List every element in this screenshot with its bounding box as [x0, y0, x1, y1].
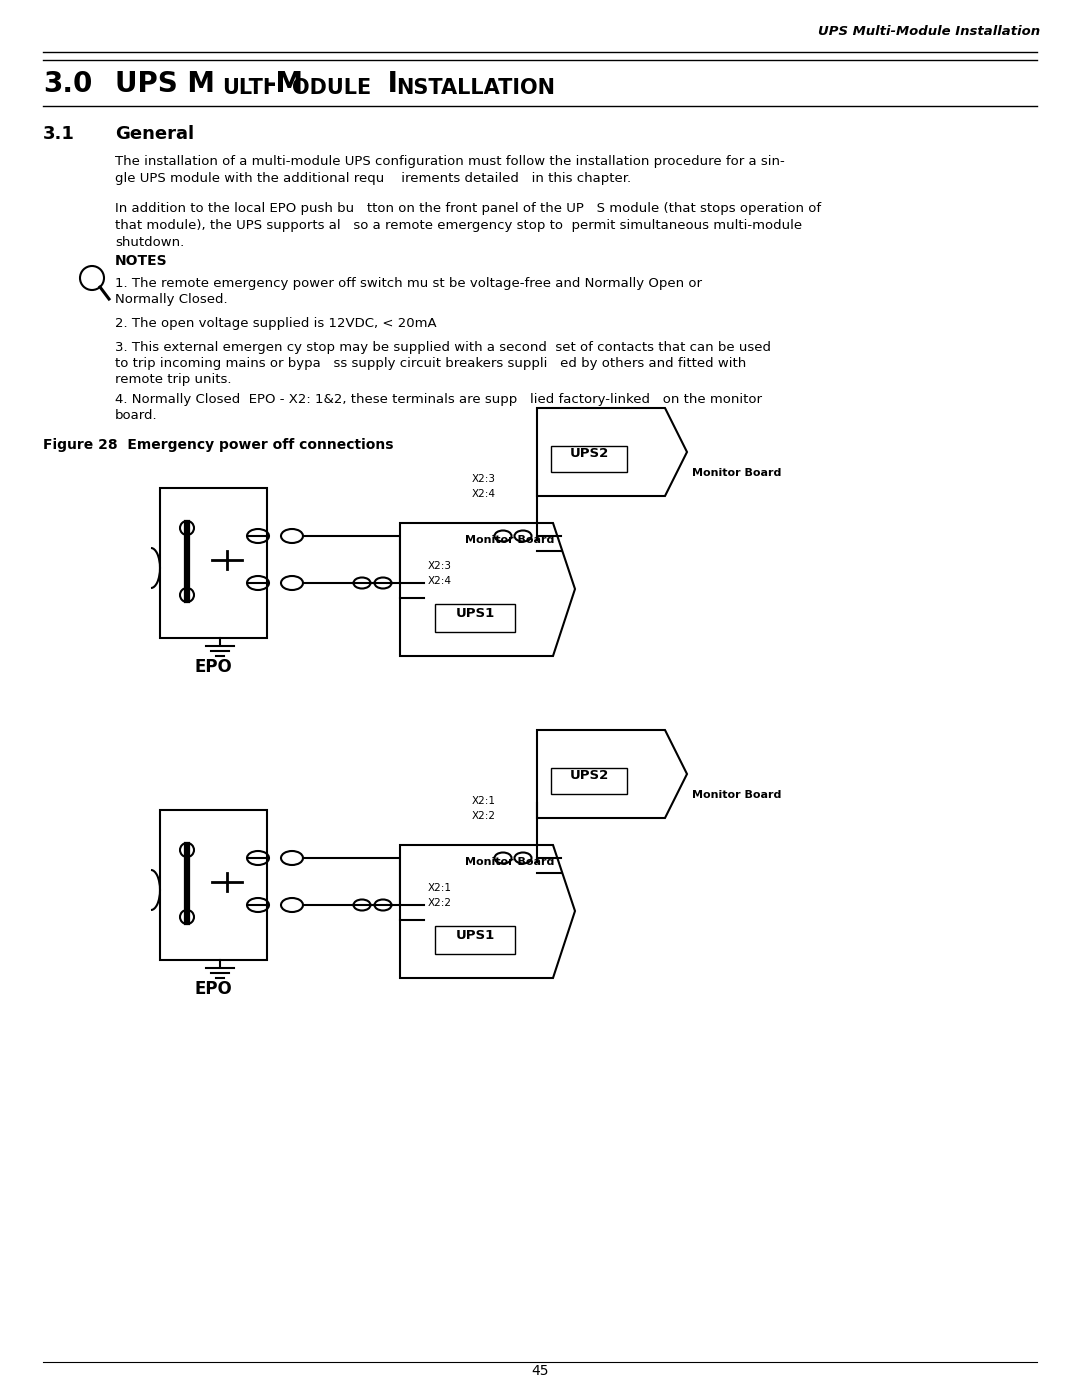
Text: EPO: EPO [194, 981, 232, 997]
Text: X2:4: X2:4 [428, 576, 453, 585]
Text: EPO: EPO [194, 658, 232, 676]
Text: 3.1: 3.1 [43, 124, 75, 142]
Text: Figure 28  Emergency power off connections: Figure 28 Emergency power off connection… [43, 439, 393, 453]
Text: NSTALLATION: NSTALLATION [396, 78, 555, 98]
Text: UPS1: UPS1 [456, 608, 495, 620]
Text: UPS2: UPS2 [569, 447, 609, 460]
Text: remote trip units.: remote trip units. [114, 373, 231, 386]
Polygon shape [537, 408, 687, 496]
Text: 1. The remote emergency power off switch mu st be voltage-free and Normally Open: 1. The remote emergency power off switch… [114, 277, 702, 291]
Text: gle UPS module with the additional requ    irements detailed   in this chapter.: gle UPS module with the additional requ … [114, 172, 631, 184]
Text: X2:1: X2:1 [428, 883, 453, 893]
Text: X2:3: X2:3 [428, 562, 453, 571]
Text: Normally Closed.: Normally Closed. [114, 293, 228, 306]
Text: 45: 45 [531, 1363, 549, 1377]
Text: X2:4: X2:4 [472, 489, 496, 499]
Text: X2:2: X2:2 [428, 898, 453, 908]
Text: General: General [114, 124, 194, 142]
Text: ULTI: ULTI [222, 78, 270, 98]
Text: 3.0: 3.0 [43, 70, 93, 98]
Text: X2:2: X2:2 [472, 812, 496, 821]
Text: X2:3: X2:3 [472, 474, 496, 483]
Text: The installation of a multi-module UPS configuration must follow the installatio: The installation of a multi-module UPS c… [114, 155, 785, 168]
Text: UPS Multi-Module Installation: UPS Multi-Module Installation [818, 25, 1040, 38]
Text: shutdown.: shutdown. [114, 236, 185, 249]
Polygon shape [400, 522, 575, 657]
Text: In addition to the local EPO push bu   tton on the front panel of the UP   S mod: In addition to the local EPO push bu tto… [114, 203, 821, 215]
FancyBboxPatch shape [551, 768, 627, 793]
Bar [160, 488, 267, 638]
Text: Monitor Board: Monitor Board [465, 535, 555, 545]
Text: X2:1: X2:1 [472, 796, 496, 806]
FancyBboxPatch shape [551, 446, 627, 472]
Text: UPS2: UPS2 [569, 768, 609, 782]
Text: to trip incoming mains or bypa   ss supply circuit breakers suppli   ed by other: to trip incoming mains or bypa ss supply… [114, 358, 746, 370]
Bar [160, 810, 267, 960]
Polygon shape [537, 731, 687, 819]
Text: Monitor Board: Monitor Board [692, 789, 781, 800]
Text: 4. Normally Closed  EPO - X2: 1&2, these terminals are supp   lied factory-linke: 4. Normally Closed EPO - X2: 1&2, these … [114, 393, 762, 407]
Text: UPS M: UPS M [114, 70, 215, 98]
Text: Monitor Board: Monitor Board [465, 856, 555, 868]
Text: board.: board. [114, 409, 158, 422]
FancyBboxPatch shape [435, 604, 515, 631]
Text: 2. The open voltage supplied is 12VDC, < 20mA: 2. The open voltage supplied is 12VDC, <… [114, 317, 436, 330]
Text: UPS1: UPS1 [456, 929, 495, 942]
Text: Monitor Board: Monitor Board [692, 468, 781, 478]
Text: NOTES: NOTES [114, 254, 167, 268]
Text: -M: -M [264, 70, 303, 98]
Text: that module), the UPS supports al   so a remote emergency stop to  permit simult: that module), the UPS supports al so a r… [114, 219, 802, 232]
Polygon shape [400, 845, 575, 978]
Text: I: I [378, 70, 397, 98]
Text: 3. This external emergen cy stop may be supplied with a second  set of contacts : 3. This external emergen cy stop may be … [114, 341, 771, 353]
Text: ODULE: ODULE [292, 78, 372, 98]
FancyBboxPatch shape [435, 926, 515, 954]
